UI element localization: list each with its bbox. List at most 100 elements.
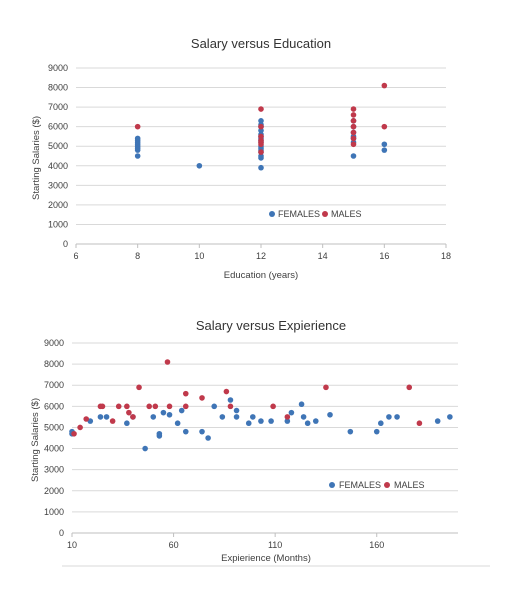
data-point-males [350, 135, 357, 142]
y-tick-label: 8000 [44, 359, 64, 369]
y-tick-label: 2000 [48, 200, 68, 210]
data-point-females [258, 153, 264, 159]
x-tick-label: 60 [169, 540, 179, 550]
data-point-males [381, 123, 388, 130]
data-point-males [134, 123, 141, 130]
data-point-males [284, 414, 291, 420]
data-point-females [381, 141, 388, 148]
data-points [134, 82, 388, 171]
y-tick-label: 0 [63, 239, 68, 249]
x-tick-label: 6 [73, 251, 78, 261]
data-point-males [146, 403, 152, 410]
legend-marker-females [269, 211, 275, 217]
data-point-females [268, 418, 274, 424]
data-point-males [77, 424, 83, 431]
y-tick-label: 1000 [48, 219, 68, 229]
data-point-males [350, 118, 357, 124]
legend: FEMALES MALES [269, 209, 362, 219]
data-point-females [150, 414, 157, 420]
data-point-females [124, 420, 130, 427]
data-point-males [199, 395, 205, 401]
data-point-females [205, 435, 211, 441]
data-point-females [298, 401, 305, 408]
data-point-females [250, 414, 256, 420]
y-tick-label: 9000 [44, 338, 64, 348]
data-point-males [166, 403, 173, 410]
data-point-males [136, 384, 142, 391]
x-tick-label: 10 [194, 251, 204, 261]
data-point-females [284, 418, 291, 424]
data-point-males [258, 133, 264, 140]
y-tick-label: 7000 [48, 102, 68, 112]
x-tick-labels: 6 8 10 12 14 16 18 [73, 251, 451, 261]
data-point-females [447, 414, 453, 420]
y-tick-label: 4000 [48, 161, 68, 171]
data-point-females [199, 428, 205, 435]
y-tick-label: 0 [59, 528, 64, 538]
data-point-males [124, 403, 130, 410]
data-point-males [71, 430, 77, 437]
data-point-females [304, 420, 311, 427]
legend-label-males: MALES [394, 480, 425, 490]
data-point-females [258, 418, 264, 424]
data-point-males [130, 414, 136, 420]
data-point-males [258, 106, 264, 112]
data-point-females [174, 420, 181, 427]
data-point-females [386, 414, 392, 420]
y-tick-label: 6000 [48, 122, 68, 132]
x-tick-label: 12 [256, 251, 266, 261]
data-point-males [258, 149, 264, 155]
x-tick-label: 18 [441, 251, 451, 261]
x-axis-title: Expierience (Months) [221, 553, 311, 564]
data-point-females [233, 414, 240, 420]
data-point-females [178, 407, 185, 414]
data-point-males [323, 384, 329, 391]
y-axis-title: Starting Salaries ($) [30, 398, 41, 482]
data-point-females [258, 118, 264, 124]
data-point-females [134, 153, 141, 159]
data-point-males [182, 390, 189, 397]
y-tick-labels: 0 1000 2000 3000 4000 5000 6000 7000 8000 9000 [48, 63, 68, 249]
legend-label-females: FEMALES [339, 480, 381, 490]
data-point-females [347, 428, 354, 435]
data-point-males [227, 403, 234, 410]
data-point-males [152, 403, 159, 410]
data-point-males [350, 123, 357, 130]
data-point-females [245, 420, 252, 427]
data-point-males [258, 123, 264, 130]
y-axis-title: Starting Salaries ($) [31, 116, 42, 200]
data-point-females [378, 420, 384, 427]
data-point-females [288, 409, 295, 416]
y-tick-label: 3000 [48, 180, 68, 190]
legend: FEMALES MALES [329, 480, 425, 490]
x-tick-label: 16 [379, 251, 389, 261]
y-tick-label: 2000 [44, 486, 64, 496]
data-point-females [394, 414, 400, 420]
y-tick-label: 6000 [44, 401, 64, 411]
x-tick-label: 14 [318, 251, 328, 261]
x-tick-label: 10 [67, 540, 77, 550]
chart-salary-vs-education: Salary versus Education 6 8 10 12 14 16 18 0 10… [31, 36, 451, 281]
data-point-females [182, 428, 189, 435]
data-point-males [350, 141, 357, 148]
x-tick-label: 110 [268, 540, 282, 550]
data-point-males [270, 403, 276, 410]
y-tick-label: 9000 [48, 63, 68, 73]
legend-marker-males [322, 211, 328, 217]
data-point-females [434, 418, 441, 424]
data-point-females [312, 418, 319, 424]
legend-marker-males [384, 482, 390, 488]
data-point-females [156, 430, 163, 437]
data-points [69, 359, 453, 452]
data-point-females [211, 403, 218, 410]
data-point-females [350, 153, 357, 159]
y-tick-label: 5000 [48, 141, 68, 151]
legend-label-males: MALES [331, 209, 362, 219]
y-tick-label: 7000 [44, 380, 64, 390]
data-point-males [350, 112, 357, 118]
data-point-males [406, 384, 413, 391]
data-point-males [83, 416, 90, 422]
y-tick-label: 5000 [44, 422, 64, 432]
data-point-males [182, 403, 189, 410]
